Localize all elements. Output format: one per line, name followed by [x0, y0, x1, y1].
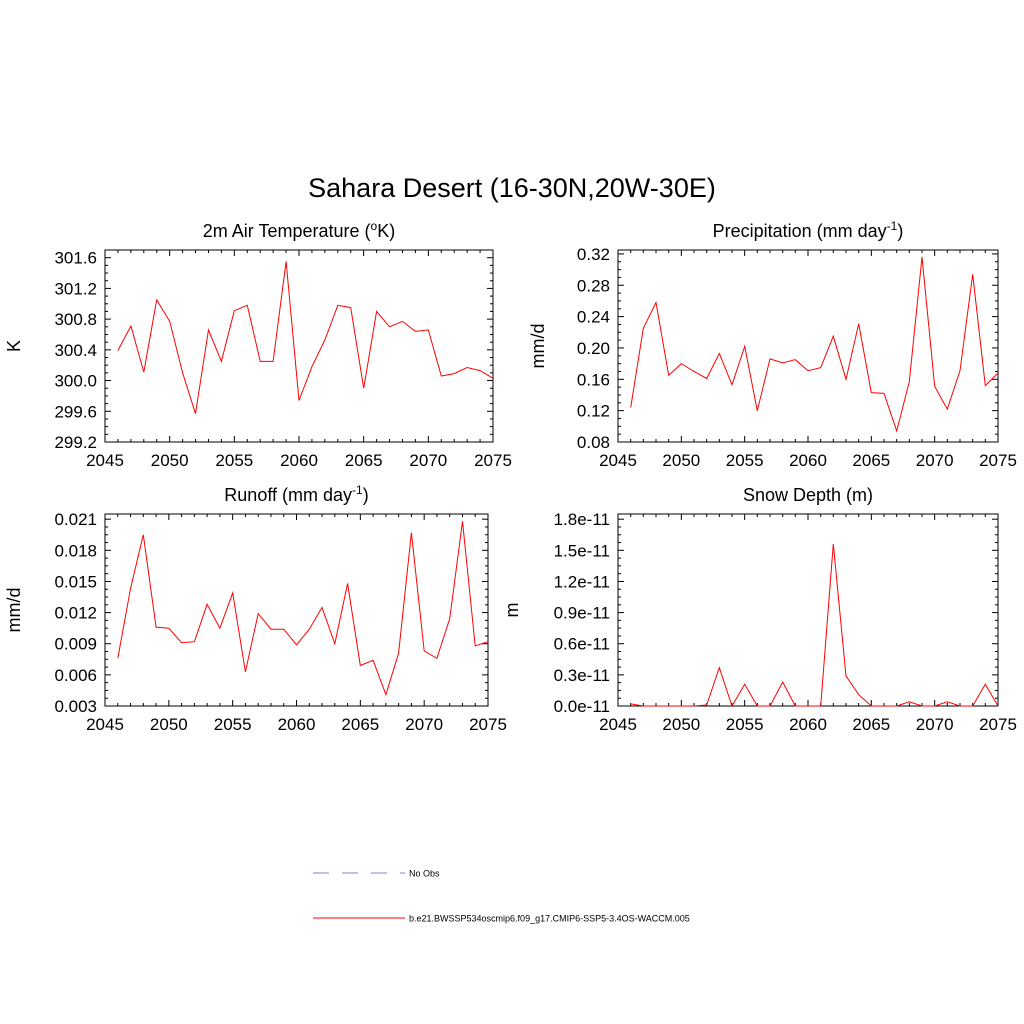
- snow-depth-xtick-label-2070: 2070: [916, 715, 954, 734]
- runoff-ytick-label-6: 0.021: [54, 510, 97, 529]
- precipitation-title-main: Precipitation (mm day: [713, 221, 887, 241]
- snow-depth-xtick-label-2055: 2055: [726, 715, 764, 734]
- temperature-xtick-label-2060: 2060: [280, 451, 318, 470]
- precipitation-xtick-label-2065: 2065: [852, 451, 890, 470]
- snow-depth-xtick-label-2050: 2050: [662, 715, 700, 734]
- temperature-xtick-label-2065: 2065: [345, 451, 383, 470]
- runoff-ylabel: mm/d: [4, 588, 24, 633]
- precipitation-xtick-label-2055: 2055: [726, 451, 764, 470]
- temperature-xtick-label-2070: 2070: [409, 451, 447, 470]
- precipitation-xtick-label-2070: 2070: [916, 451, 954, 470]
- panel-temperature: 2045 2050 2055 2060 2065 2070 2075 299.2 299.6 30…: [4, 219, 512, 470]
- runoff-xtick-label-2050: 2050: [150, 715, 188, 734]
- precipitation-ytick-label-6: 0.32: [577, 245, 610, 264]
- temperature-title-main: 2m Air Temperature (: [203, 221, 371, 241]
- runoff-ytick-label-3: 0.012: [54, 604, 97, 623]
- snow-depth-ylabel: m: [502, 603, 522, 618]
- temperature-xtick-label-2055: 2055: [215, 451, 253, 470]
- temperature-ytick-label-4: 300.8: [54, 310, 97, 329]
- temperature-ytick-label-2: 300.0: [54, 372, 97, 391]
- precipitation-ytick-label-2: 0.16: [577, 370, 610, 389]
- runoff-ytick-label-1: 0.006: [54, 666, 97, 685]
- runoff-xtick-label-2055: 2055: [214, 715, 252, 734]
- snow-depth-ytick-label-1: 0.3e-11: [554, 666, 610, 685]
- snow-depth-title-main: Snow Depth (m): [743, 485, 873, 505]
- runoff-title-sup: -1: [352, 483, 363, 497]
- snow-depth-ytick-label-6: 1.8e-11: [554, 510, 610, 529]
- runoff-xtick-label-2060: 2060: [278, 715, 316, 734]
- temperature-title-tail: K): [377, 221, 395, 241]
- precipitation-xtick-label-2050: 2050: [662, 451, 700, 470]
- precipitation-xtick-label-2075: 2075: [979, 451, 1017, 470]
- precipitation-title: Precipitation (mm day-1): [713, 219, 904, 241]
- runoff-xtick-label-2070: 2070: [405, 715, 443, 734]
- temperature-title: 2m Air Temperature (oK): [203, 219, 395, 241]
- snow-depth-xtick-label-2065: 2065: [852, 715, 890, 734]
- temperature-ytick-label-1: 299.6: [54, 402, 97, 421]
- temperature-ytick-label-0: 299.2: [54, 433, 97, 452]
- precipitation-ylabel: mm/d: [528, 324, 548, 369]
- runoff-title-tail: ): [363, 485, 369, 505]
- snow-depth-series-line-0: [630, 544, 999, 708]
- temperature-ylabel: K: [4, 340, 24, 352]
- snow-depth-ytick-label-3: 0.9e-11: [554, 604, 610, 623]
- panel-precipitation: 2045 2050 2055 2060 2065 2070 2075 0.08 0.12 0.16…: [528, 219, 1017, 470]
- snow-depth-title: Snow Depth (m): [743, 485, 873, 505]
- temperature-ytick-label-3: 300.4: [54, 341, 97, 360]
- legend-label-no-obs: No Obs: [409, 869, 440, 879]
- precipitation-ytick-label-4: 0.24: [577, 308, 610, 327]
- precipitation-ytick-label-5: 0.28: [577, 276, 610, 295]
- panels: 2045 2050 2055 2060 2065 2070 2075 299.2 299.6 30…: [4, 219, 1017, 734]
- runoff-ytick-label-4: 0.015: [54, 572, 97, 591]
- runoff-ytick-label-5: 0.018: [54, 541, 97, 560]
- precipitation-title-sup: -1: [887, 219, 898, 233]
- snow-depth-ytick-label-0: 0.0e-11: [554, 697, 610, 716]
- snow-depth-ytick-label-4: 1.2e-11: [554, 572, 610, 591]
- runoff-title-main: Runoff (mm day: [224, 485, 352, 505]
- temperature-ytick-label-6: 301.6: [54, 249, 97, 268]
- runoff-ytick-label-2: 0.009: [54, 635, 97, 654]
- snow-depth-xtick-label-2060: 2060: [789, 715, 827, 734]
- temperature-series-line-0: [117, 261, 494, 414]
- panel-snow-depth: 2045 2050 2055 2060 2065 2070 2075 0.0e-11 0.3e-…: [502, 485, 1017, 734]
- precipitation-title-tail: ): [897, 221, 903, 241]
- snow-depth-xtick-label-2045: 2045: [599, 715, 637, 734]
- precipitation-ytick-label-0: 0.08: [577, 433, 610, 452]
- runoff-xtick-label-2075: 2075: [469, 715, 507, 734]
- panel-runoff: 2045 2050 2055 2060 2065 2070 2075 0.003 0.006 0.…: [4, 483, 507, 734]
- runoff-xtick-label-2045: 2045: [86, 715, 124, 734]
- temperature-xtick-label-2045: 2045: [86, 451, 124, 470]
- runoff-title: Runoff (mm day-1): [224, 483, 368, 505]
- runoff-series-line-0: [117, 521, 489, 697]
- temperature-xtick-label-2050: 2050: [151, 451, 189, 470]
- temperature-ytick-label-5: 301.2: [54, 279, 97, 298]
- runoff-ytick-label-0: 0.003: [54, 697, 97, 716]
- precipitation-xtick-label-2045: 2045: [599, 451, 637, 470]
- temperature-title-sup: o: [371, 219, 378, 233]
- snow-depth-ytick-label-2: 0.6e-11: [554, 635, 610, 654]
- precipitation-series-line-0: [630, 257, 999, 433]
- precipitation-ytick-label-1: 0.12: [577, 402, 610, 421]
- legend-label-model: b.e21.BWSSP534oscmip6.f09_g17.CMIP6-SSP5…: [409, 914, 690, 924]
- runoff-xtick-label-2065: 2065: [341, 715, 379, 734]
- precipitation-xtick-label-2060: 2060: [789, 451, 827, 470]
- snow-depth-ytick-label-5: 1.5e-11: [554, 541, 610, 560]
- temperature-xtick-label-2075: 2075: [474, 451, 512, 470]
- main-title: Sahara Desert (16-30N,20W-30E): [308, 173, 716, 203]
- snow-depth-xtick-label-2075: 2075: [979, 715, 1017, 734]
- precipitation-ytick-label-3: 0.20: [577, 339, 610, 358]
- legend: No Obs b.e21.BWSSP534oscmip6.f09_g17.CMI…: [313, 869, 690, 924]
